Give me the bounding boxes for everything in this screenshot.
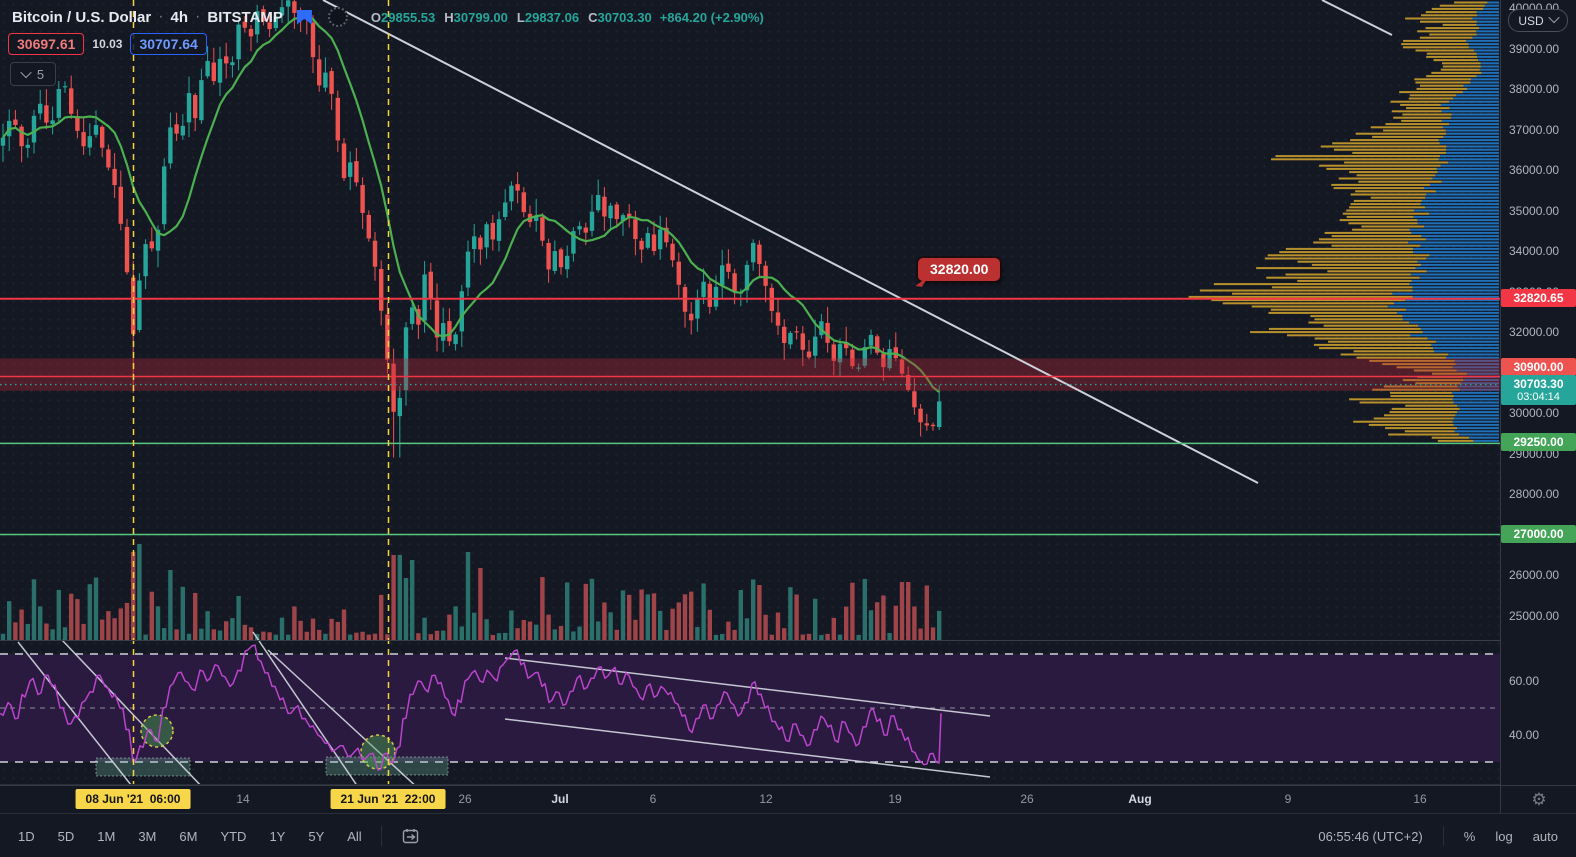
range-button-1d[interactable]: 1D: [18, 828, 35, 844]
chevron-down-icon: [20, 66, 32, 79]
go-to-date-icon: [402, 828, 418, 843]
indicators-count: 5: [36, 66, 45, 82]
date-marker-label: 08 Jun '21 06:00: [75, 789, 191, 809]
price-tick: 32000.00: [1509, 325, 1560, 339]
buy-button[interactable]: 30707.64: [130, 33, 207, 55]
trade-buttons: 30697.61 10.03 30707.64: [8, 32, 207, 56]
percent-scale-button[interactable]: %: [1463, 828, 1476, 844]
exchange-label: BITSTAMP: [207, 8, 283, 26]
time-tick: 9: [1284, 792, 1292, 806]
gear-icon[interactable]: ⚙: [1531, 790, 1547, 810]
last-price-label: 30703.30 03:04:14: [1501, 374, 1576, 405]
price-tick: 26000.00: [1509, 568, 1560, 582]
resistance-price-label: 32820.65: [1501, 288, 1576, 307]
range-button-ytd[interactable]: YTD: [220, 828, 247, 844]
time-tick: Aug: [1128, 792, 1152, 806]
price-tick: 30000.00: [1509, 406, 1560, 420]
axis-corner-separator: [1500, 786, 1501, 814]
open-label: O: [370, 9, 382, 25]
price-axis[interactable]: 25000.00 26000.00 28000.00 29000.00 30000.00…: [1500, 0, 1576, 785]
zone-price-label: 30900.00: [1501, 357, 1576, 376]
chart-legend: Bitcoin / U.S. Dollar · 4h · BITSTAMP O2…: [12, 7, 764, 27]
bar-countdown: 03:04:14: [1517, 390, 1560, 403]
low-label: L: [516, 9, 525, 25]
time-axis[interactable]: ⚙ Jun 08 Jun '21 06:00 14 21 Jun '21 22:00 2…: [0, 785, 1576, 814]
range-button-1y[interactable]: 1Y: [269, 828, 286, 844]
range-button-5d[interactable]: 5D: [57, 828, 75, 844]
price-tick: 35000.00: [1509, 203, 1560, 218]
go-to-date-button[interactable]: [392, 823, 431, 850]
range-button-6m[interactable]: 6M: [179, 828, 198, 844]
currency-label: USD: [1518, 13, 1544, 28]
time-tick: 26: [1020, 792, 1034, 806]
price-tick: 36000.00: [1509, 163, 1560, 177]
symbol-title[interactable]: Bitcoin / U.S. Dollar: [12, 8, 152, 26]
separator-dot: ·: [158, 8, 164, 25]
time-tick: 26: [458, 792, 472, 806]
chart-plot-area[interactable]: Bitcoin / U.S. Dollar · 4h · BITSTAMP O2…: [0, 0, 1500, 785]
sell-button[interactable]: 30697.61: [8, 33, 85, 55]
price-callout[interactable]: 32820.00: [918, 258, 1001, 281]
range-button-1m[interactable]: 1M: [97, 828, 116, 844]
time-tick: Jun: [0, 792, 1, 806]
high-label: H: [444, 9, 454, 25]
rsi-tick: 40.00: [1509, 728, 1540, 742]
change-value: +864.20 (+2.90%): [659, 9, 764, 25]
last-price-value: 30703.30: [1513, 376, 1564, 391]
time-tick: 14: [236, 792, 250, 806]
price-tick: 34000.00: [1509, 244, 1560, 258]
interval-label[interactable]: 4h: [170, 8, 189, 26]
price-tick: 28000.00: [1509, 487, 1560, 501]
range-button-5y[interactable]: 5Y: [308, 828, 325, 844]
toolbar-divider: [1442, 826, 1444, 846]
price-tick: 38000.00: [1509, 82, 1560, 96]
price-tick: 25000.00: [1509, 608, 1560, 623]
low-value: 29837.06: [524, 9, 580, 25]
auto-scale-button[interactable]: auto: [1532, 828, 1558, 844]
time-tick: 12: [759, 792, 773, 806]
toolbar-divider: [380, 826, 382, 846]
range-buttons: 1D 5D 1M 3M 6M YTD 1Y 5Y All: [0, 824, 371, 849]
flag-icon[interactable]: [296, 9, 312, 25]
time-tick: 19: [888, 792, 902, 806]
clock-timezone[interactable]: 06:55:46 (UTC+2): [1318, 828, 1423, 844]
time-tick: 16: [1413, 792, 1427, 806]
price-tick: 37000.00: [1509, 122, 1560, 137]
range-button-all[interactable]: All: [347, 828, 362, 844]
close-label: C: [588, 9, 598, 25]
ohlc-values: O29855.53 H30799.00 L29837.06 C30703.30 +864…: [362, 10, 764, 25]
status-circle-icon: [327, 7, 348, 27]
indicators-collapse-button[interactable]: 5: [10, 62, 56, 86]
chevron-down-icon: [1548, 11, 1560, 24]
high-value: 30799.00: [453, 9, 508, 25]
rsi-tick: 60.00: [1509, 674, 1540, 688]
date-marker-label: 21 Jun '21 22:00: [330, 789, 446, 809]
separator-dot: ·: [195, 8, 201, 25]
chart-canvas[interactable]: [0, 0, 1500, 785]
support-price-label-2: 27000.00: [1501, 524, 1576, 543]
close-value: 30703.30: [597, 9, 652, 25]
time-tick: 6: [649, 792, 657, 806]
support-price-label-1: 29250.00: [1501, 433, 1576, 452]
currency-button[interactable]: USD: [1508, 9, 1568, 32]
price-tick: 39000.00: [1509, 41, 1560, 56]
range-button-3m[interactable]: 3M: [138, 828, 157, 844]
log-scale-button[interactable]: log: [1495, 828, 1513, 844]
open-value: 29855.53: [381, 9, 436, 25]
bottom-toolbar: 1D 5D 1M 3M 6M YTD 1Y 5Y All 06:55:46 (UTC+2) % …: [0, 813, 1576, 857]
spread-value: 10.03: [92, 37, 123, 51]
time-tick: Jul: [551, 792, 569, 806]
